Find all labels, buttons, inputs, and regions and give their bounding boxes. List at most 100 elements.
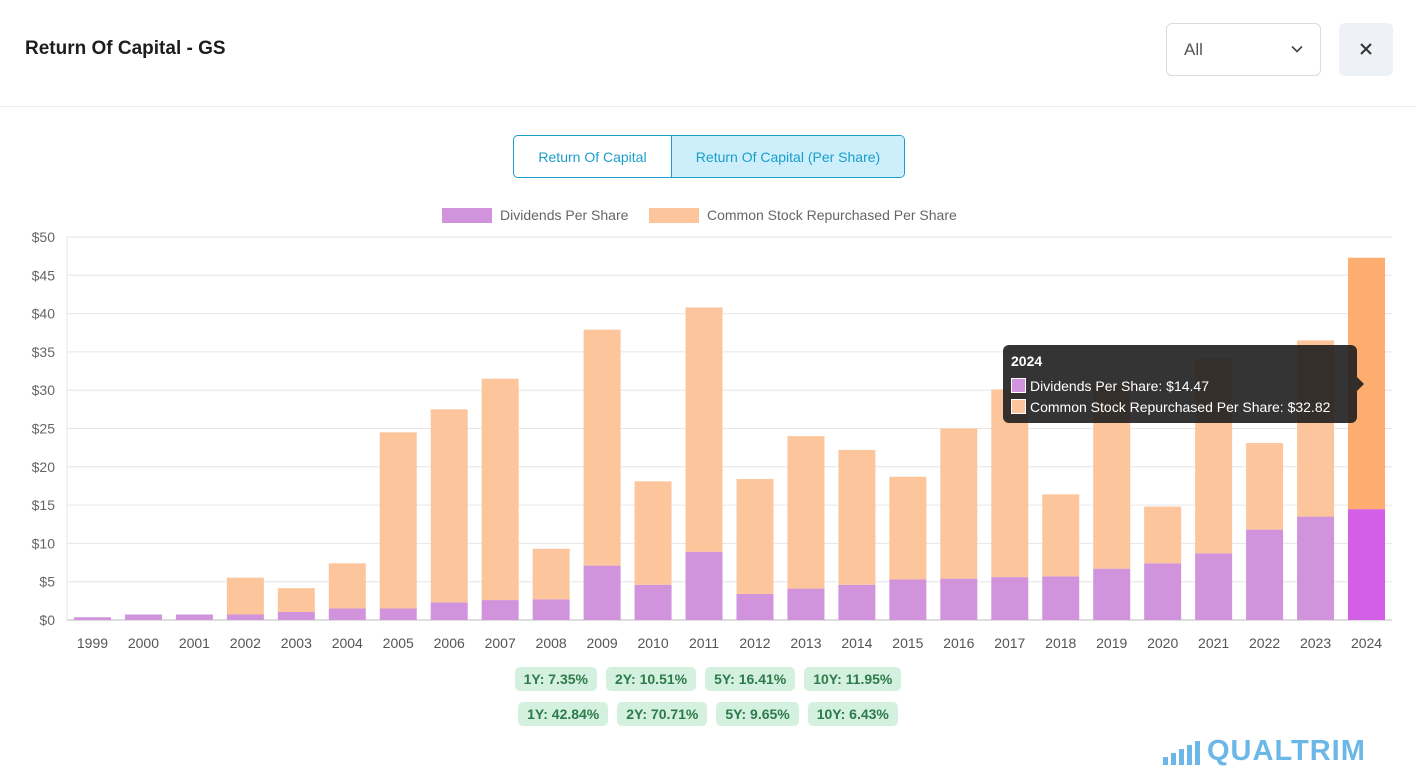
tab-return-of-capital[interactable]: Return Of Capital: [514, 136, 672, 177]
bar-repurchased-2004: [328, 563, 366, 609]
x-tick-label: 2002: [230, 635, 261, 651]
bar-repurchased-2015: [889, 476, 927, 580]
bar-dividends-2010: [634, 584, 672, 620]
bar-chart-logo-icon: [1163, 741, 1200, 765]
qualtrim-logo: QUALTRIM: [1163, 735, 1366, 767]
bar-repurchased-2010: [634, 481, 672, 585]
x-tick-label: 2008: [536, 635, 567, 651]
period-select[interactable]: All: [1166, 23, 1321, 76]
tooltip-swatch-dividends: [1011, 378, 1026, 393]
bar-dividends-2021: [1195, 553, 1233, 620]
bar-dividends-2017: [991, 577, 1029, 620]
y-tick-label: $45: [32, 267, 56, 283]
growth-pill: 1Y: 7.35%: [514, 667, 597, 691]
bar-dividends-2013: [787, 588, 825, 620]
stacked-bar-chart: $0 $5 $10 $15 $20 $25 $30 $35 $40 $45 $50 1999 2000 2…: [32, 229, 1392, 651]
growth-pill: 10Y: 6.43%: [807, 702, 898, 726]
close-button[interactable]: [1339, 23, 1393, 76]
chart-tooltip: 2024 Dividends Per Share: $14.47 Common …: [1003, 345, 1364, 423]
bar-dividends-2022: [1246, 529, 1284, 620]
y-tick-label: $20: [32, 459, 56, 475]
growth-pill: 2Y: 10.51%: [605, 667, 697, 691]
tooltip-swatch-repurchased: [1011, 399, 1026, 414]
bar-dividends-2015: [889, 579, 927, 620]
bar-dividends-2003: [277, 611, 315, 620]
bar-dividends-2009: [583, 565, 621, 620]
x-tick-label: 1999: [77, 635, 108, 651]
bar-repurchased-2009: [583, 329, 621, 566]
x-tick-label: 2019: [1096, 635, 1127, 651]
legend-item-dividends[interactable]: Dividends Per Share: [442, 207, 628, 223]
chevron-down-icon: [1290, 42, 1304, 61]
tooltip-dividends: Dividends Per Share: $14.47: [1030, 377, 1209, 394]
bar-repurchased-2006: [430, 409, 468, 603]
bar-dividends-2004: [328, 608, 366, 620]
bar-repurchased-2012: [736, 479, 774, 594]
y-tick-label: $0: [39, 612, 55, 628]
x-tick-label: 2011: [689, 635, 719, 651]
legend-item-repurchased[interactable]: Common Stock Repurchased Per Share: [649, 207, 957, 223]
x-tick-label: 2018: [1045, 635, 1076, 651]
growth-row-dividends: 1Y: 7.35% 2Y: 10.51% 5Y: 16.41% 10Y: 11.…: [0, 667, 1416, 691]
x-tick-label: 2017: [994, 635, 1025, 651]
y-tick-label: $15: [32, 497, 56, 513]
bar-dividends-2024: [1348, 509, 1386, 620]
view-toggle: Return Of Capital Return Of Capital (Per…: [513, 135, 905, 178]
x-tick-label: 2021: [1198, 635, 1229, 651]
bar-repurchased-2013: [787, 436, 825, 589]
period-select-value: All: [1184, 40, 1203, 59]
x-tick-label: 2004: [332, 635, 363, 651]
y-tick-label: $40: [32, 306, 56, 322]
y-tick-label: $5: [39, 574, 55, 590]
bar-dividends-2007: [481, 600, 519, 620]
tooltip-caret: [1357, 377, 1364, 391]
x-tick-label: 2014: [841, 635, 872, 651]
bar-repurchased-2011: [685, 307, 723, 552]
tooltip-repurchased: Common Stock Repurchased Per Share: $32.…: [1030, 398, 1331, 415]
y-tick-label: $25: [32, 421, 56, 437]
bar-repurchased-2002: [226, 577, 264, 615]
growth-row-repurchased: 1Y: 42.84% 2Y: 70.71% 5Y: 9.65% 10Y: 6.4…: [0, 702, 1416, 726]
x-tick-label: 2012: [739, 635, 770, 651]
x-tick-label: 2009: [587, 635, 618, 651]
x-tick-label: 2024: [1351, 635, 1382, 651]
bar-dividends-1999: [73, 617, 111, 620]
x-tick-label: 2020: [1147, 635, 1178, 651]
x-tick-label: 2007: [485, 635, 516, 651]
bar-repurchased-2022: [1246, 443, 1284, 530]
legend-swatch-repurchased: [649, 207, 699, 223]
header: Return Of Capital - GS All: [0, 0, 1416, 107]
bar-dividends-2012: [736, 593, 774, 620]
x-tick-label: 2013: [790, 635, 821, 651]
y-tick-label: $50: [32, 229, 56, 245]
x-tick-label: 2001: [179, 635, 210, 651]
tooltip-title: 2024: [1011, 353, 1043, 369]
logo-text: QUALTRIM: [1207, 735, 1366, 767]
y-tick-label: $35: [32, 344, 56, 360]
page-title: Return Of Capital - GS: [25, 38, 226, 59]
bar-dividends-2018: [1042, 576, 1080, 620]
bar-dividends-2001: [175, 614, 213, 620]
legend-label-repurchased: Common Stock Repurchased Per Share: [707, 207, 957, 223]
growth-pill: 5Y: 9.65%: [716, 702, 799, 726]
bar-dividends-2020: [1144, 563, 1182, 620]
x-tick-label: 2005: [383, 635, 414, 651]
bar-dividends-2011: [685, 551, 723, 620]
bar-dividends-2016: [940, 578, 978, 620]
y-tick-label: $10: [32, 535, 56, 551]
bar-dividends-2014: [838, 584, 876, 620]
bar-dividends-2008: [532, 599, 570, 620]
tab-return-of-capital-per-share[interactable]: Return Of Capital (Per Share): [672, 136, 904, 177]
bar-dividends-2005: [379, 608, 417, 620]
x-tick-label: 2015: [892, 635, 923, 651]
growth-pill: 1Y: 42.84%: [518, 702, 609, 726]
bar-dividends-2002: [226, 614, 264, 620]
bar-repurchased-2005: [379, 432, 417, 609]
x-tick-label: 2000: [128, 635, 159, 651]
bar-repurchased-2016: [940, 428, 978, 579]
bar-repurchased-2003: [277, 588, 315, 612]
chart-legend: Dividends Per Share Common Stock Repurch…: [0, 207, 1416, 227]
legend-swatch-dividends: [442, 207, 492, 223]
bar-dividends-2023: [1297, 516, 1335, 620]
bar-repurchased-2008: [532, 548, 570, 600]
